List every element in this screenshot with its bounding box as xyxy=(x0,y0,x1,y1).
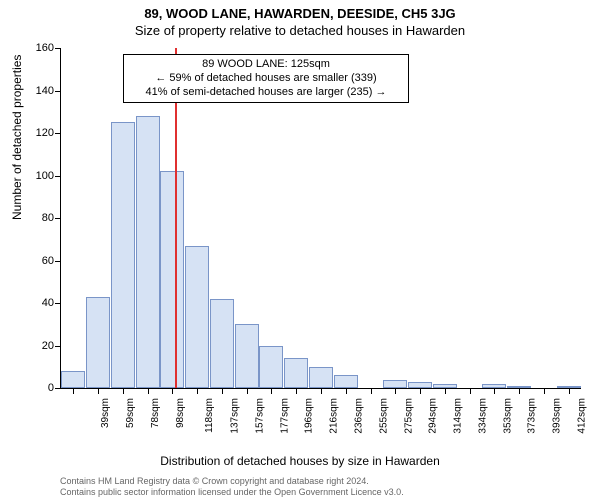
x-tick-label: 334sqm xyxy=(477,398,488,434)
x-tick xyxy=(519,388,520,394)
annotation-line: ← 59% of detached houses are smaller (33… xyxy=(130,72,402,86)
y-tick xyxy=(55,346,61,347)
footer-line1: Contains HM Land Registry data © Crown c… xyxy=(60,476,404,487)
x-tick-label: 255sqm xyxy=(378,398,389,434)
x-tick xyxy=(544,388,545,394)
x-tick xyxy=(569,388,570,394)
histogram-bar xyxy=(86,297,110,388)
x-tick-label: 137sqm xyxy=(230,398,241,434)
footer-attribution: Contains HM Land Registry data © Crown c… xyxy=(60,476,404,498)
x-tick xyxy=(172,388,173,394)
x-tick-label: 78sqm xyxy=(150,398,161,428)
x-tick xyxy=(371,388,372,394)
x-tick xyxy=(98,388,99,394)
annotation-box: 89 WOOD LANE: 125sqm← 59% of detached ho… xyxy=(123,54,409,103)
x-tick xyxy=(445,388,446,394)
x-axis-label: Distribution of detached houses by size … xyxy=(0,454,600,468)
histogram-bar xyxy=(284,358,308,388)
y-tick xyxy=(55,133,61,134)
y-tick xyxy=(55,261,61,262)
x-tick xyxy=(296,388,297,394)
x-tick-label: 353sqm xyxy=(502,398,513,434)
y-tick-label: 140 xyxy=(0,85,54,97)
y-tick xyxy=(55,91,61,92)
x-tick-label: 39sqm xyxy=(100,398,111,428)
x-tick xyxy=(271,388,272,394)
x-tick-label: 216sqm xyxy=(329,398,340,434)
histogram-bar xyxy=(61,371,85,388)
x-tick xyxy=(420,388,421,394)
y-tick-label: 100 xyxy=(0,170,54,182)
histogram-bar xyxy=(334,375,358,388)
y-tick-label: 0 xyxy=(0,382,54,394)
x-tick-label: 177sqm xyxy=(279,398,290,434)
x-tick xyxy=(494,388,495,394)
histogram-bar xyxy=(309,367,333,388)
x-tick-label: 157sqm xyxy=(255,398,266,434)
y-tick xyxy=(55,48,61,49)
x-tick-label: 412sqm xyxy=(576,398,587,434)
x-tick-label: 294sqm xyxy=(428,398,439,434)
x-tick xyxy=(247,388,248,394)
y-tick-label: 60 xyxy=(0,255,54,267)
histogram-bar xyxy=(383,380,407,389)
y-tick-label: 20 xyxy=(0,340,54,352)
plot-region: 39sqm59sqm78sqm98sqm118sqm137sqm157sqm17… xyxy=(60,48,581,389)
histogram-bar xyxy=(160,171,184,388)
annotation-line: 41% of semi-detached houses are larger (… xyxy=(130,86,402,100)
x-tick-label: 196sqm xyxy=(304,398,315,434)
page-subtitle: Size of property relative to detached ho… xyxy=(0,21,600,38)
x-tick xyxy=(73,388,74,394)
x-tick-label: 314sqm xyxy=(453,398,464,434)
x-tick-label: 275sqm xyxy=(403,398,414,434)
x-tick xyxy=(346,388,347,394)
annotation-line: 89 WOOD LANE: 125sqm xyxy=(130,58,402,72)
x-tick xyxy=(321,388,322,394)
x-tick xyxy=(148,388,149,394)
y-tick xyxy=(55,303,61,304)
x-tick-label: 118sqm xyxy=(204,398,215,433)
chart-area: 39sqm59sqm78sqm98sqm118sqm137sqm157sqm17… xyxy=(60,48,580,418)
y-tick-label: 160 xyxy=(0,42,54,54)
y-tick xyxy=(55,218,61,219)
chart-container: 89, WOOD LANE, HAWARDEN, DEESIDE, CH5 3J… xyxy=(0,0,600,500)
x-tick-label: 59sqm xyxy=(125,398,136,428)
x-tick-label: 373sqm xyxy=(527,398,538,434)
x-tick-label: 393sqm xyxy=(552,398,563,434)
page-title: 89, WOOD LANE, HAWARDEN, DEESIDE, CH5 3J… xyxy=(0,0,600,21)
y-tick-label: 40 xyxy=(0,297,54,309)
histogram-bar xyxy=(210,299,234,388)
histogram-bar xyxy=(136,116,160,388)
y-tick xyxy=(55,388,61,389)
x-tick xyxy=(222,388,223,394)
x-tick xyxy=(197,388,198,394)
histogram-bar xyxy=(185,246,209,388)
x-tick-label: 236sqm xyxy=(354,398,365,434)
histogram-bar xyxy=(235,324,259,388)
y-tick xyxy=(55,176,61,177)
y-tick-label: 80 xyxy=(0,212,54,224)
histogram-bar xyxy=(259,346,283,389)
histogram-bar xyxy=(111,122,135,388)
y-tick-label: 120 xyxy=(0,127,54,139)
footer-line2: Contains public sector information licen… xyxy=(60,487,404,498)
x-tick-label: 98sqm xyxy=(175,398,186,428)
x-tick xyxy=(470,388,471,394)
x-tick xyxy=(395,388,396,394)
x-tick xyxy=(123,388,124,394)
